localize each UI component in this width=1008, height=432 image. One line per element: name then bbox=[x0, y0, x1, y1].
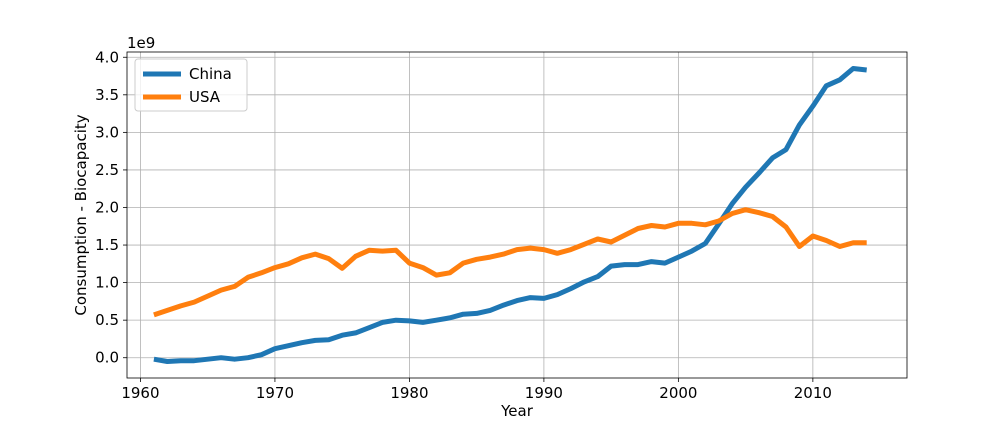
x-tick-label: 1990 bbox=[525, 384, 563, 402]
legend-label-usa: USA bbox=[189, 88, 221, 106]
y-tick-label: 4.0 bbox=[95, 48, 119, 66]
y-tick-label: 2.5 bbox=[95, 161, 119, 179]
series-layer bbox=[153, 66, 867, 364]
x-axis-label: Year bbox=[500, 402, 534, 420]
series-line-china bbox=[153, 66, 867, 364]
y-tick-label: 0.0 bbox=[95, 349, 119, 367]
y-axis-label: Consumption - Biocapacity bbox=[72, 114, 90, 315]
x-tick-label: 1960 bbox=[121, 384, 159, 402]
x-tick-label: 2010 bbox=[794, 384, 832, 402]
x-tick-label: 1980 bbox=[390, 384, 428, 402]
y-tick-label: 2.0 bbox=[95, 198, 119, 216]
y-tick-label: 1.0 bbox=[95, 274, 119, 292]
legend: China USA bbox=[134, 58, 248, 112]
x-tick-label: 2000 bbox=[659, 384, 697, 402]
y-tick-label: 3.5 bbox=[95, 86, 119, 104]
x-tick-label: 1970 bbox=[256, 384, 294, 402]
y-tick-label: 0.5 bbox=[95, 311, 119, 329]
legend-label-china: China bbox=[189, 65, 232, 83]
y-tick-label: 3.0 bbox=[95, 123, 119, 141]
y-tick-label: 1.5 bbox=[95, 236, 119, 254]
series-line-usa bbox=[153, 207, 867, 318]
y-axis-offset-label: 1e9 bbox=[127, 34, 155, 52]
axis-ticks: 1960 1970 1980 1990 2000 2010 0.0 0.5 1.0 1.5 2.0 2… bbox=[95, 48, 832, 402]
plot-area-frame bbox=[126, 51, 908, 379]
